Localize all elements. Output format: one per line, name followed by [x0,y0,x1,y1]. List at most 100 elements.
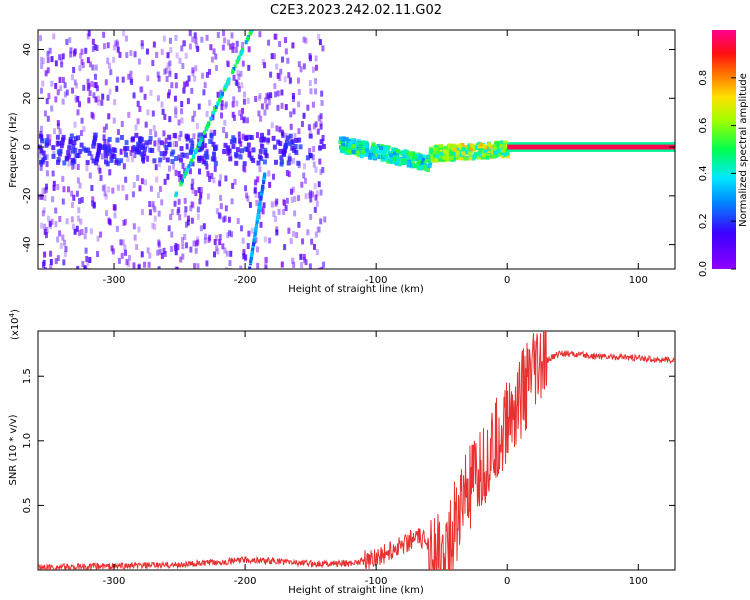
heatmap-cell [174,169,178,176]
heatmap-cell [260,189,264,194]
heatmap-cell [452,151,457,156]
heatmap-cell [255,200,259,207]
heatmap-cell [96,147,101,153]
heatmap-cell [114,40,118,47]
svg-text:(x104): (x104) [8,309,21,340]
heatmap-cell [504,145,509,150]
heatmap-cell [145,142,149,149]
heatmap-cell [202,132,207,138]
heatmap-cell [146,247,150,254]
heatmap-cell [155,51,159,58]
heatmap-cell [458,143,463,148]
heatmap-cell [54,207,58,214]
heatmap-cell [137,263,141,269]
heatmap-cell [167,225,171,232]
heatmap-cell [70,190,74,197]
heatmap-cell [157,137,161,144]
heatmap-cell [280,261,284,268]
heatmap-cell [197,103,201,110]
heatmap-cell [50,218,54,225]
heatmap-cell [257,110,261,117]
heatmap-cell [384,153,389,158]
heatmap-cell [190,183,194,190]
heatmap-cell [45,98,49,105]
heatmap-cell [368,152,373,157]
heatmap-cell [190,143,195,149]
heatmap-cell [188,30,192,37]
heatmap-cell [79,130,83,137]
heatmap-cell [80,197,84,204]
heatmap-cell [286,160,291,166]
heatmap-cell [194,240,198,247]
heatmap-cell [202,223,206,230]
heatmap-cell [278,75,282,82]
heatmap-cells [38,30,675,269]
heatmap-cell [443,145,448,150]
heatmap-cell [190,158,194,163]
heatmap-cell [102,43,106,50]
heatmap-cell [183,234,187,241]
heatmap-cell [160,252,164,259]
heatmap-cell [61,175,65,182]
heatmap-cell [194,42,198,49]
heatmap-cell [39,35,43,42]
heatmap-cell [149,89,153,96]
heatmap-cell [483,148,488,153]
heatmap-cell [189,138,194,144]
heatmap-cell [319,139,324,145]
heatmap-cell [68,138,73,144]
heatmap-cell [106,57,110,64]
heatmap-cell [164,137,168,144]
heatmap-cell [376,144,381,149]
heatmap-cell [72,140,77,146]
heatmap-cell [299,253,303,260]
heatmap-cell [506,154,511,159]
heatmap-cell [102,31,106,38]
heatmap-cell [340,140,345,145]
heatmap-cell [44,70,48,77]
heatmap-cell [412,164,417,169]
heatmap-cell [317,33,321,40]
heatmap-cell [291,42,295,49]
heatmap-cell [454,153,459,158]
heatmap-cell [254,179,258,186]
heatmap-cell [76,163,80,170]
heatmap-cell [284,205,288,212]
heatmap-cell [48,220,52,227]
heatmap-cell [260,132,265,138]
heatmap-cell [209,44,213,51]
heatmap-cell [94,160,99,166]
heatmap-cell [155,176,159,183]
heatmap-cell [481,155,486,160]
heatmap-cell [227,216,231,223]
heatmap-cell [237,56,241,61]
heatmap-cell [199,192,203,199]
heatmap-cell [215,64,219,71]
heatmap-cell [488,145,493,150]
heatmap-cell [203,153,208,159]
heatmap-cell [248,148,252,155]
heatmap-cell [418,164,423,169]
heatmap-cell [314,64,318,71]
heatmap-cell [434,145,439,150]
heatmap-cell [59,143,64,149]
heatmap-cell [225,60,229,67]
heatmap-cell [193,75,197,82]
heatmap-cell [180,101,184,108]
heatmap-cell [182,174,186,179]
heatmap-cell [95,142,99,149]
heatmap-cell [308,263,312,269]
heatmap-cell [165,75,169,82]
heatmap-cell [242,165,246,172]
heatmap-cell [275,125,279,132]
heatmap-cell [239,265,243,269]
heatmap-cell [41,57,45,64]
heatmap-cell [223,119,227,126]
heatmap-cell [312,146,316,153]
heatmap-cell [122,163,126,170]
heatmap-cell [116,76,120,83]
heatmap-cell [72,194,76,201]
heatmap-cell [63,251,67,258]
heatmap-cell [387,151,392,156]
